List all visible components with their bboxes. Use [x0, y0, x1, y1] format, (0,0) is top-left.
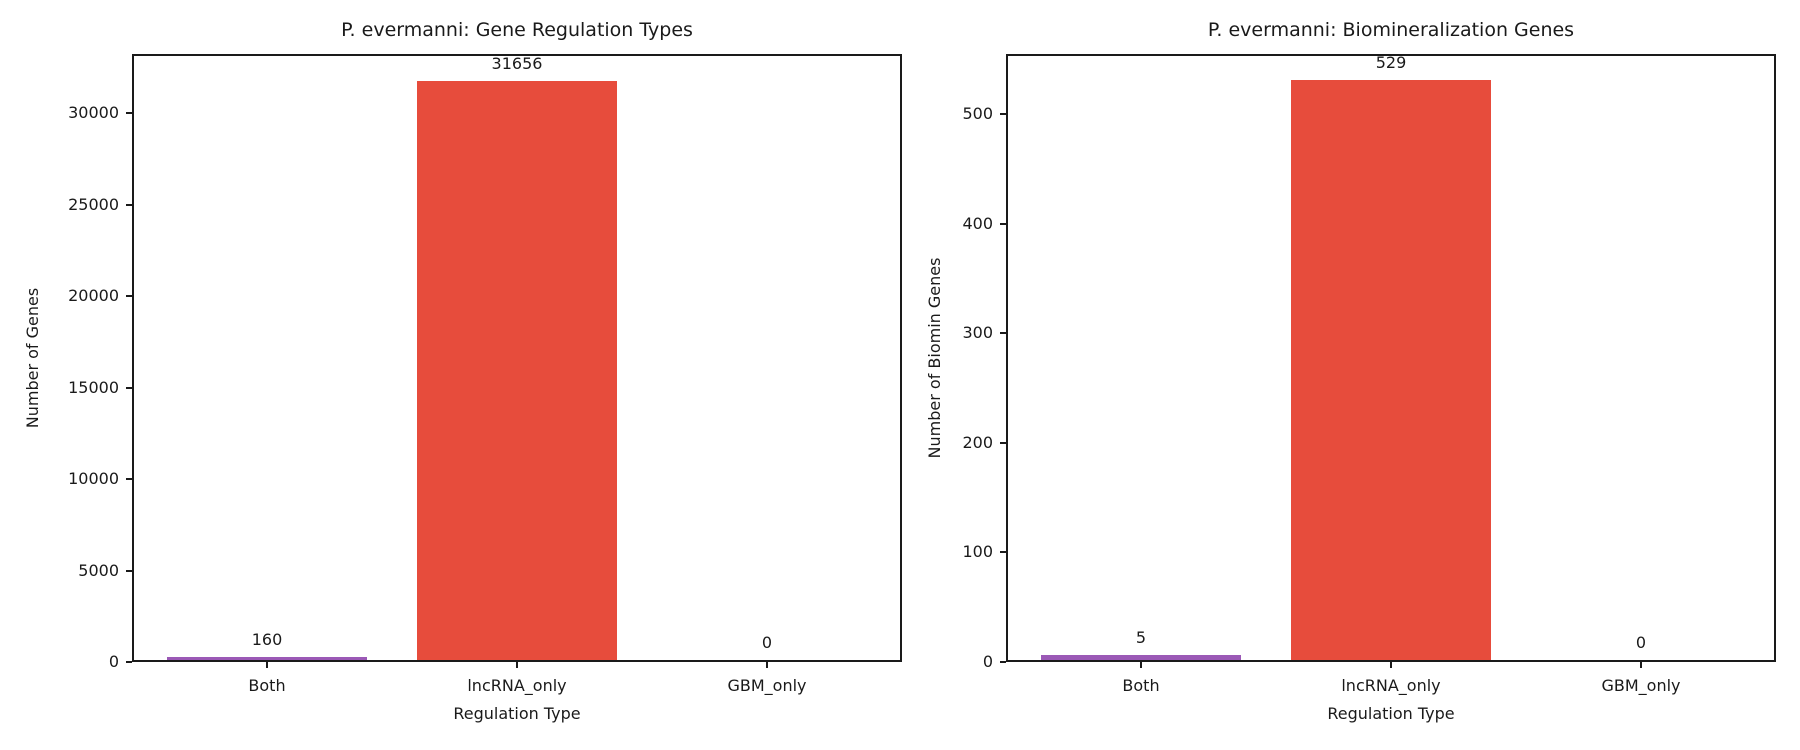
- y-tick-mark: [1000, 332, 1006, 335]
- y-tick-label: 30000: [68, 103, 119, 123]
- y-tick-label: 0: [108, 652, 119, 671]
- y-tick-label: 15000: [68, 377, 119, 397]
- y-tick-mark: [126, 203, 132, 206]
- x-axis-label: Regulation Type: [453, 704, 581, 723]
- bar-lncrna-only: [417, 81, 617, 660]
- y-tick-label: 300: [962, 323, 993, 343]
- x-tick-label-both: Both: [248, 676, 286, 695]
- x-tick-label-gbm-only: GBM_only: [1601, 676, 1681, 695]
- x-tick-label-lncrna-only: lncRNA_only: [1341, 676, 1441, 695]
- y-tick-mark: [1000, 661, 1006, 663]
- y-tick-label: 100: [962, 542, 993, 562]
- plot-area: [132, 54, 902, 662]
- y-tick-label: 25000: [68, 194, 119, 214]
- bar-value-label: 0: [1635, 633, 1647, 652]
- plot-area: [1006, 54, 1776, 662]
- x-tick-label-gbm-only: GBM_only: [727, 676, 807, 695]
- x-tick-mark: [1390, 662, 1392, 668]
- y-tick-label: 500: [962, 104, 993, 124]
- bar-value-label: 5: [1135, 628, 1147, 647]
- y-tick-label: 20000: [68, 286, 119, 306]
- x-tick-label-lncrna-only: lncRNA_only: [467, 676, 567, 695]
- y-tick-mark: [126, 295, 132, 298]
- bar-value-label: 31656: [491, 54, 543, 73]
- y-tick-label: 400: [962, 213, 993, 233]
- bar-both: [1041, 655, 1241, 660]
- x-tick-label-both: Both: [1122, 676, 1160, 695]
- y-tick-mark: [126, 569, 132, 572]
- x-tick-mark: [516, 662, 518, 668]
- bar-value-label: 529: [1375, 53, 1407, 72]
- y-tick-label: 10000: [68, 469, 119, 489]
- bar-lncrna-only: [1291, 80, 1491, 660]
- chart-title: P. evermanni: Biomineralization Genes: [1207, 19, 1575, 41]
- y-tick-mark: [126, 661, 132, 663]
- x-tick-mark: [266, 662, 268, 668]
- y-tick-mark: [126, 386, 132, 389]
- chart-title: P. evermanni: Gene Regulation Types: [341, 19, 693, 41]
- y-tick-mark: [126, 112, 132, 115]
- x-tick-mark: [1640, 662, 1642, 668]
- x-tick-mark: [1140, 662, 1142, 668]
- bar-both: [167, 657, 367, 660]
- y-tick-label: 200: [962, 432, 993, 452]
- y-tick-mark: [1000, 113, 1006, 116]
- y-tick-label: 5000: [78, 560, 119, 580]
- y-tick-mark: [1000, 551, 1006, 554]
- y-tick-mark: [126, 478, 132, 481]
- y-tick-mark: [1000, 222, 1006, 225]
- bar-value-label: 160: [251, 630, 283, 649]
- y-tick-mark: [1000, 441, 1006, 444]
- y-tick-label: 0: [982, 652, 993, 671]
- x-tick-mark: [766, 662, 768, 668]
- x-axis-label: Regulation Type: [1327, 704, 1455, 723]
- y-axis-label: Number of Biomin Genes: [925, 257, 944, 459]
- y-axis-label: Number of Genes: [23, 287, 42, 429]
- bar-value-label: 0: [761, 633, 773, 652]
